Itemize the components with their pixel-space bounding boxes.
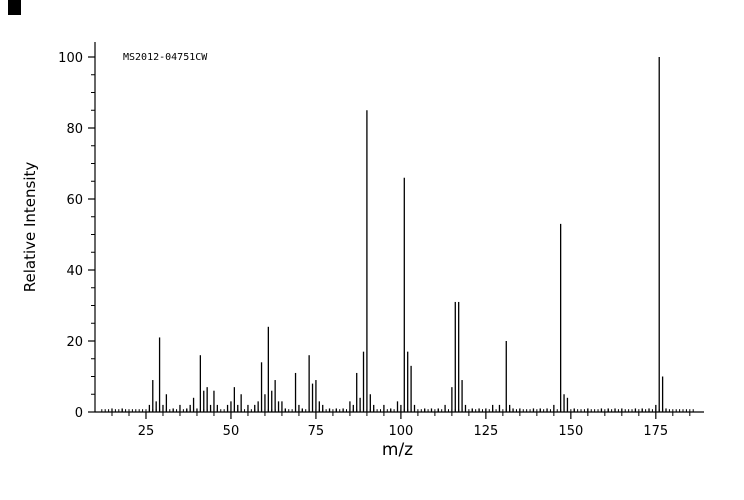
tick-label: 100 <box>58 51 83 66</box>
spectrum-peaks <box>111 57 667 412</box>
x-axis-label: m/z <box>381 440 414 460</box>
tick-label: 150 <box>558 424 583 439</box>
tick-label: 100 <box>388 424 413 439</box>
tick-label: 20 <box>66 335 83 350</box>
y-axis-label: Relative Intensity <box>21 161 39 293</box>
tick-label: 60 <box>66 193 83 208</box>
corner-artifact <box>8 0 21 15</box>
tick-label: 25 <box>138 424 155 439</box>
tick-label: 80 <box>66 122 83 137</box>
tick-label: 125 <box>473 424 498 439</box>
tick-label: 50 <box>223 424 240 439</box>
tick-marks: 25 50 75 100 125 150 175 0 20 40 60 80 100 <box>58 51 691 439</box>
tick-label: 0 <box>75 406 83 421</box>
tick-label: 75 <box>308 424 325 439</box>
spectrum-id-annotation: MS2012-04751CW <box>123 52 208 63</box>
tick-label: 40 <box>66 264 83 279</box>
tick-label: 175 <box>643 424 668 439</box>
axes <box>94 42 704 413</box>
